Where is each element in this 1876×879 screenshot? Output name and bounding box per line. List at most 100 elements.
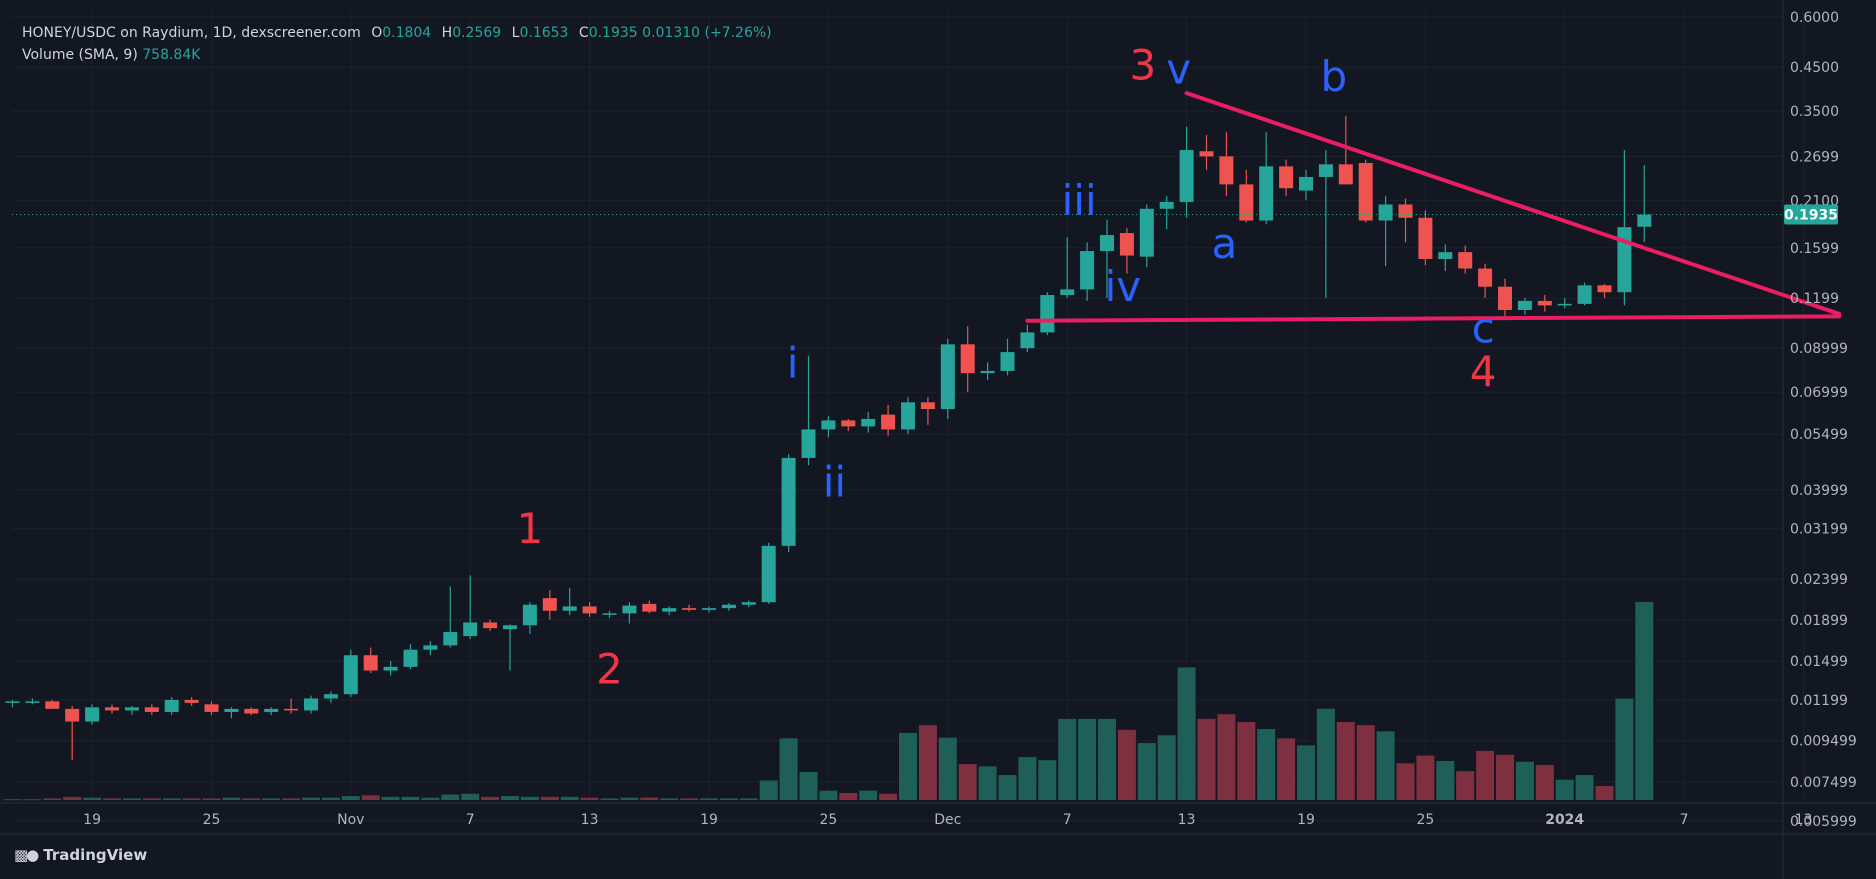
candle-up — [622, 605, 637, 614]
price-axis-label: 0.6000 — [1790, 10, 1839, 26]
candle-down — [1219, 156, 1234, 185]
price-axis-label: 0.1199 — [1790, 291, 1839, 307]
volume-bar — [23, 799, 42, 801]
volume-bar — [461, 793, 480, 800]
volume-bar — [421, 797, 440, 800]
volume-bar — [1456, 771, 1475, 800]
volume-bar — [819, 790, 838, 800]
candle-up — [463, 622, 478, 637]
volume-bar — [719, 798, 738, 800]
candle-down — [1279, 166, 1294, 189]
candle-up — [980, 370, 995, 374]
volume-bar — [600, 798, 619, 800]
volume-bar — [1515, 761, 1534, 800]
volume-bar — [1575, 775, 1594, 800]
volume-bar — [282, 798, 301, 800]
legend-price-row: HONEY/USDC on Raydium, 1D, dexscreener.c… — [22, 22, 772, 44]
candle-down — [1498, 286, 1512, 310]
time-axis-label: 19 — [83, 812, 101, 828]
volume-bar — [103, 798, 121, 800]
volume-bar — [918, 725, 937, 800]
candle-down — [682, 608, 697, 610]
volume-label[interactable]: Volume (SMA, 9) — [22, 47, 138, 63]
volume-bar — [759, 780, 778, 800]
volume-bar — [978, 766, 997, 800]
ohlc-open-value: 0.1804 — [382, 25, 432, 41]
volume-bar — [1555, 779, 1574, 800]
price-axis-label: 0.06999 — [1790, 385, 1848, 401]
volume-bar — [680, 798, 699, 800]
candle-down — [1597, 285, 1612, 293]
ohlc-high-key: H — [441, 25, 453, 41]
volume-bar — [859, 790, 878, 800]
candle-up — [1000, 352, 1015, 371]
time-axis-label: 7 — [1063, 812, 1072, 828]
candle-down — [1199, 151, 1214, 157]
volume-bar — [1336, 722, 1355, 800]
candle-up — [781, 457, 796, 546]
candle-down — [920, 402, 935, 410]
wave-label: 4 — [1470, 347, 1497, 396]
volume-bar — [839, 792, 858, 800]
volume-bar — [560, 796, 579, 800]
candle-up — [662, 608, 677, 612]
candle-up — [343, 655, 358, 695]
candle-up — [861, 418, 876, 427]
candle-down — [542, 598, 557, 611]
candle-up — [1060, 289, 1075, 296]
volume-bar — [1078, 718, 1097, 800]
candle-up — [602, 613, 617, 615]
candle-up — [1318, 164, 1333, 177]
candle-up — [403, 649, 418, 667]
time-axis-label: 25 — [203, 812, 221, 828]
volume-bar — [242, 798, 261, 800]
candle-down — [1338, 164, 1353, 185]
candle-down — [105, 707, 119, 711]
candle-up — [1557, 303, 1572, 306]
time-axis-label: 19 — [700, 812, 718, 828]
candle-down — [144, 707, 159, 712]
volume-bar — [361, 795, 380, 800]
candle-down — [244, 708, 259, 714]
candle-up — [264, 708, 279, 712]
volume-bar — [501, 796, 519, 800]
tradingview-brand[interactable]: ▩● TradingView — [14, 846, 147, 864]
price-axis-label: 0.3500 — [1790, 104, 1839, 120]
candle-up — [224, 708, 239, 712]
candle-down — [1239, 184, 1254, 221]
time-axis-label: 7 — [466, 812, 475, 828]
last-price-label: 0.1935 — [1784, 208, 1838, 224]
price-axis-label: 0.1599 — [1790, 241, 1839, 257]
volume-bar — [1416, 755, 1435, 800]
volume-bar — [262, 798, 281, 800]
volume-bar — [1018, 757, 1037, 800]
volume-bar — [1177, 667, 1196, 800]
volume-bar — [142, 798, 161, 800]
candle-up — [443, 632, 458, 646]
candle-up — [503, 625, 517, 630]
candle-up — [1617, 227, 1632, 293]
wave-label: 1 — [517, 504, 544, 553]
candle-up — [423, 645, 438, 650]
volume-bar — [700, 798, 718, 800]
volume-bar — [3, 799, 22, 801]
volume-bar — [481, 796, 500, 800]
volume-bar — [122, 798, 141, 800]
price-change: 0.01310 (+7.26%) — [642, 25, 772, 41]
candle-up — [562, 606, 577, 611]
candle-up — [702, 608, 716, 610]
volume-bar — [401, 796, 420, 800]
candle-up — [304, 698, 318, 711]
volume-bar — [640, 797, 659, 800]
volume-bar — [879, 793, 898, 800]
volume-bar — [1396, 763, 1415, 800]
candle-up — [1179, 150, 1194, 202]
volume-bar — [1137, 743, 1156, 800]
candle-up — [25, 701, 40, 703]
volume-bar — [1098, 718, 1116, 800]
candle-up — [522, 604, 537, 626]
candle-down — [1478, 268, 1493, 287]
symbol-title[interactable]: HONEY/USDC on Raydium, 1D, dexscreener.c… — [22, 25, 361, 41]
volume-bar — [1316, 708, 1335, 800]
